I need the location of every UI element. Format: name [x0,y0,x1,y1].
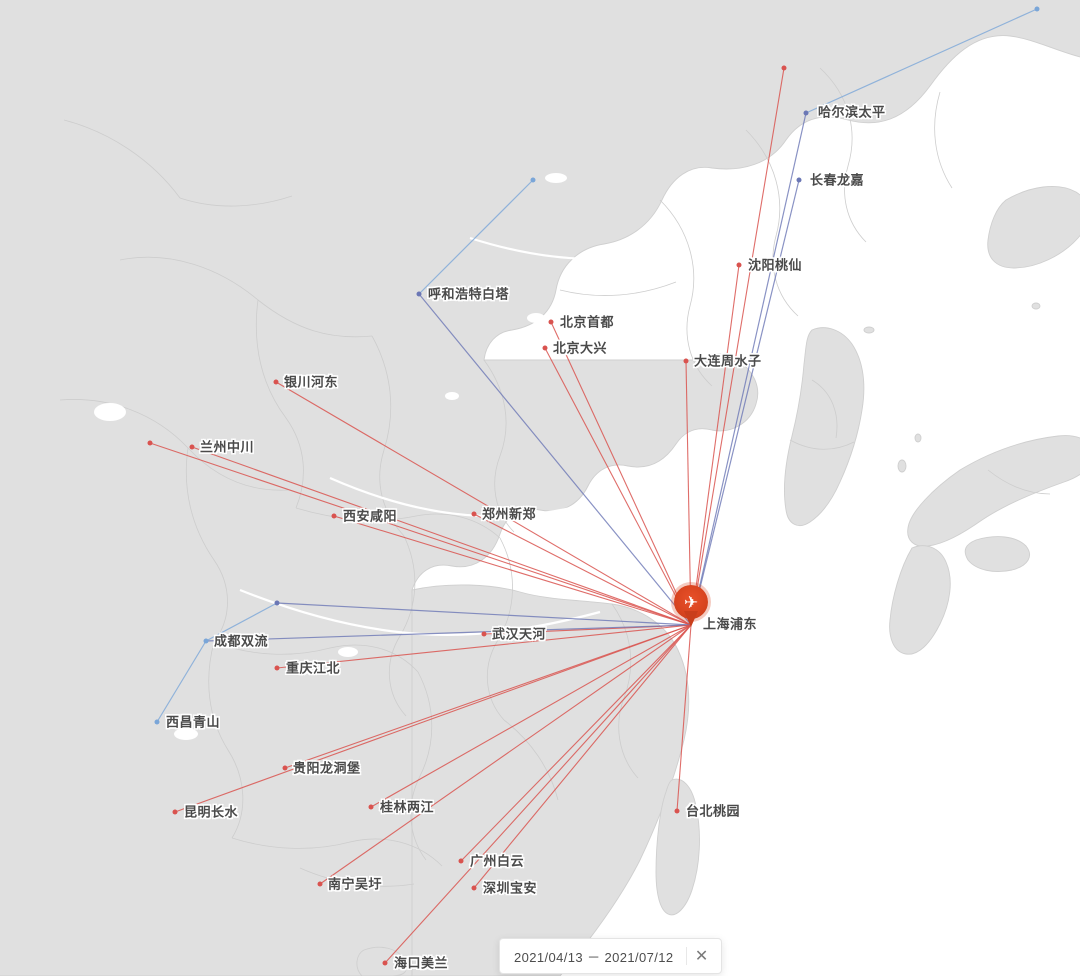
route-line[interactable] [473,513,692,626]
pin-tail [684,611,698,627]
airport-node-dot[interactable] [683,358,689,364]
airport-node-dot[interactable] [282,765,288,771]
airport-node-dot[interactable] [781,65,787,71]
airport-label: 北京大兴 [553,340,608,356]
airport-node-dot[interactable] [317,881,323,887]
airport-label: 哈尔滨太平 [818,104,886,120]
airport-node-dot[interactable] [548,319,554,325]
airport-label: 广州白云 [470,853,525,869]
route-line[interactable] [384,624,692,964]
route-line[interactable] [284,624,692,769]
airport-node-dot[interactable] [154,719,160,725]
airport-node-dot[interactable] [274,665,280,671]
airport-label: 银川河东 [284,374,339,390]
route-line[interactable] [191,446,692,626]
airport-label: 西安咸阳 [343,508,398,524]
route-line[interactable] [460,624,692,862]
airport-node-dot[interactable] [274,600,280,606]
airport-node-dot[interactable] [796,177,802,183]
route-line[interactable] [473,624,692,889]
airport-node-dot[interactable] [1034,6,1040,12]
airport-node-dot[interactable] [273,379,279,385]
route-line[interactable] [690,67,785,626]
airport-node-dot[interactable] [471,511,477,517]
route-line[interactable] [174,624,692,813]
airport-node-dot[interactable] [203,638,209,644]
airport-label: 郑州新郑 [482,506,537,522]
route-line[interactable] [805,8,1038,114]
route-line[interactable] [550,321,692,626]
airport-node-dot[interactable] [147,440,153,446]
airport-node-dot[interactable] [481,631,487,637]
airport-label: 长春龙嘉 [810,172,865,188]
route-line[interactable] [418,179,534,295]
route-line[interactable] [418,293,692,626]
airport-node-dot[interactable] [368,804,374,810]
airport-label: 昆明长水 [184,804,239,820]
route-line[interactable] [205,602,278,642]
flight-routes-layer[interactable] [149,8,1038,964]
airport-node-dot[interactable] [189,444,195,450]
airport-label: 南宁吴圩 [328,876,383,892]
hub-airport-label: 上海浦东 [703,616,758,632]
airport-label: 武汉天河 [492,626,547,642]
route-line[interactable] [676,624,692,812]
airport-node-dot[interactable] [172,809,178,815]
airport-node-dot[interactable] [416,291,422,297]
date-range-value[interactable]: 2021/04/13 － 2021/07/12 [514,949,674,965]
airport-label: 西昌青山 [166,714,221,730]
route-line[interactable] [333,515,692,626]
airport-node-dot[interactable] [331,513,337,519]
route-line[interactable] [690,112,807,626]
route-line[interactable] [690,179,800,626]
airport-node-dot[interactable] [471,885,477,891]
airport-node-dot[interactable] [458,858,464,864]
airport-label: 重庆江北 [286,660,341,676]
airport-label: 北京首都 [560,314,615,330]
route-line[interactable] [275,381,692,626]
hub-airport-marker[interactable]: ✈ [674,585,708,629]
airport-label: 桂林两江 [380,799,435,815]
airport-node-dot[interactable] [736,262,742,268]
airport-node-dot[interactable] [530,177,536,183]
airplane-icon: ✈ [683,592,699,612]
route-line[interactable] [156,640,207,723]
airport-node-dot[interactable] [674,808,680,814]
route-line[interactable] [149,442,692,626]
airport-label: 沈阳桃仙 [748,257,803,273]
divider [685,947,687,965]
airport-label: 兰州中川 [200,439,255,455]
airport-label: 贵阳龙洞堡 [293,760,361,776]
route-line[interactable] [544,347,692,626]
route-line[interactable] [205,624,692,642]
close-icon[interactable]: ✕ [694,948,709,965]
route-line[interactable] [319,624,692,885]
airport-node-dot[interactable] [542,345,548,351]
date-range-filter[interactable]: 2021/04/13 － 2021/07/12 ✕ [499,938,722,974]
airport-label: 海口美兰 [394,955,449,971]
airport-label: 成都双流 [214,633,269,649]
route-line[interactable] [690,264,740,626]
route-line[interactable] [685,360,692,626]
airport-label: 深圳宝安 [483,880,538,896]
airport-label: 大连周水子 [694,353,762,369]
airport-node-dot[interactable] [803,110,809,116]
route-line[interactable] [276,602,692,626]
airport-node-dot[interactable] [382,960,388,966]
airport-label: 呼和浩特白塔 [428,286,510,302]
airport-label: 台北桃园 [686,803,741,819]
route-line[interactable] [370,624,692,808]
route-line[interactable] [276,624,692,669]
